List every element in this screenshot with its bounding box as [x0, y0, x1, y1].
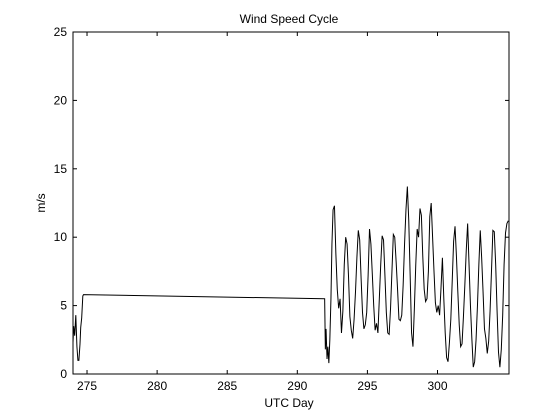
y-tick-label: 0 [60, 367, 67, 381]
x-tick-label: 290 [287, 379, 307, 393]
y-tick-label: 15 [54, 162, 68, 176]
y-tick-label: 25 [54, 25, 68, 39]
y-tick-label: 10 [54, 230, 68, 244]
x-tick-label: 295 [357, 379, 377, 393]
x-tick-label: 300 [427, 379, 447, 393]
series-line-wind-speed [72, 186, 509, 368]
x-tick-label: 285 [217, 379, 237, 393]
x-axis-label: UTC Day [264, 396, 313, 410]
chart-title: Wind Speed Cycle [240, 12, 339, 26]
x-tick-label: 275 [77, 379, 97, 393]
y-tick-label: 5 [60, 299, 67, 313]
x-axis-ticks: 275 280 285 290 295 300 [77, 32, 448, 393]
y-tick-label: 20 [54, 93, 68, 107]
x-tick-label: 280 [147, 379, 167, 393]
plot-area [72, 31, 510, 375]
y-axis-ticks: 0 5 10 15 20 25 [54, 25, 509, 381]
y-axis-label: m/s [34, 193, 48, 212]
axes-box [72, 31, 510, 375]
